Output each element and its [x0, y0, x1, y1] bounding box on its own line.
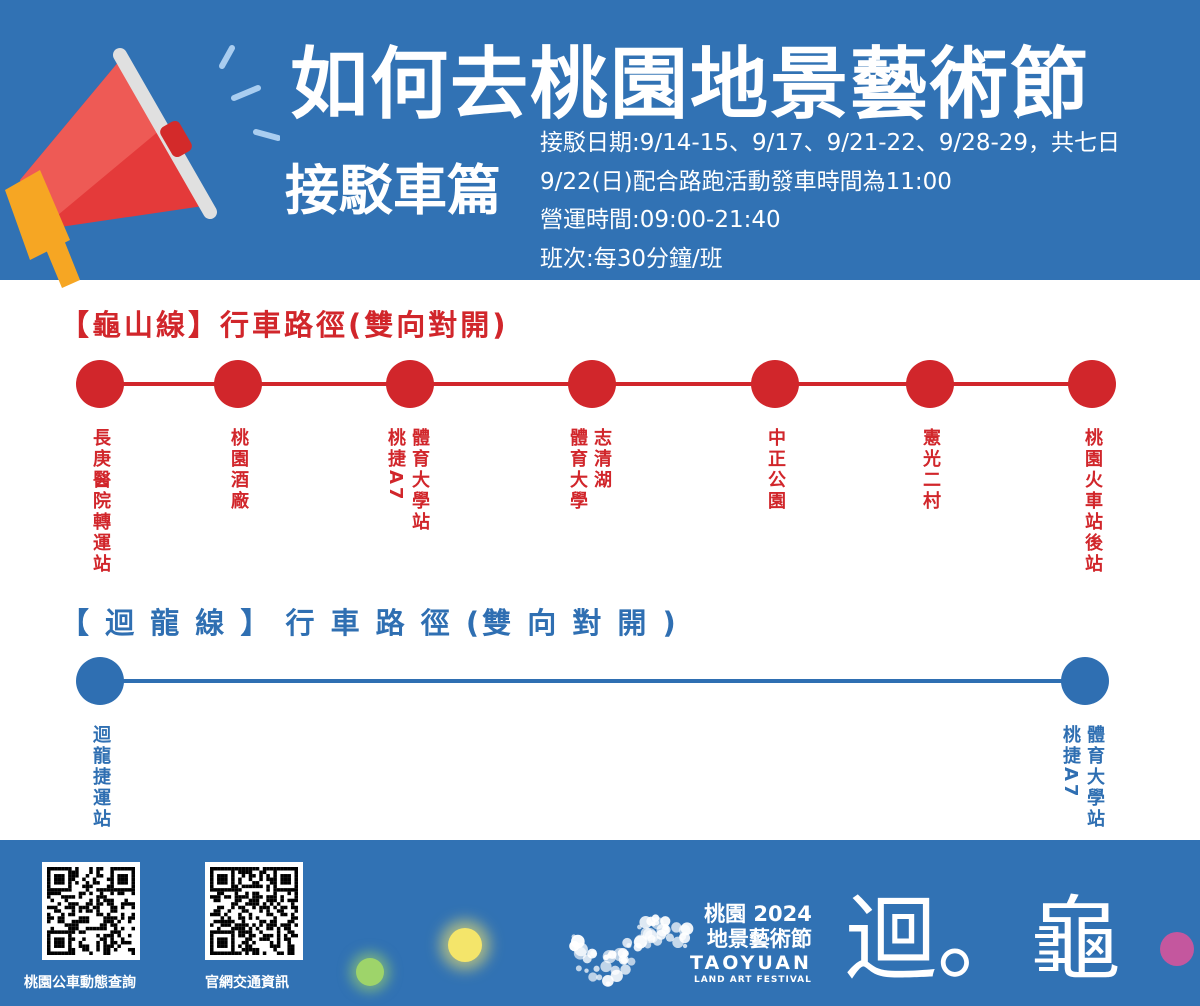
logo-line4: LAND ART FESTIVAL	[693, 975, 812, 985]
info-frequency: 班次:每30分鐘/班	[540, 245, 723, 272]
huilong-route-title: 【 迴 龍 線 】 行 車 路 徑 (雙 向 對 開 )	[60, 606, 679, 640]
decorative-dot	[1160, 932, 1194, 966]
station-label: 迴龍捷運站	[90, 725, 111, 830]
decorative-glow	[356, 958, 384, 986]
station-marker	[1068, 360, 1116, 408]
station-label: 體育大學站 桃捷A7	[385, 428, 430, 533]
festival-logo-dots	[569, 914, 694, 987]
station-label: 中正公園	[765, 428, 786, 512]
bus-info-qr-label: 桃園公車動態查詢	[24, 975, 136, 991]
info-hours: 營運時間:09:00-21:40	[540, 207, 781, 233]
traffic-info-qr-code[interactable]	[205, 862, 303, 960]
station-label: 桃園酒廠	[228, 428, 249, 512]
page-title: 如何去桃園地景藝術節	[290, 40, 1091, 130]
station-label: 桃園火車站後站	[1082, 428, 1103, 575]
logo-line2: 地景藝術節	[706, 927, 812, 951]
festival-logo-text: 桃園 2024 地景藝術節 TAOYUAN LAND ART FESTIVAL	[690, 902, 812, 986]
guishan-route-title: 【龜山線】行車路徑(雙向對開)	[60, 308, 509, 342]
station-label: 長庚醫院轉運站	[90, 428, 111, 575]
station-label: 體育大學站 桃捷A7	[1060, 725, 1105, 830]
station-marker	[751, 360, 799, 408]
info-special: 9/22(日)配合路跑活動發車時間為11:00	[540, 168, 952, 195]
megaphone-icon	[5, 45, 280, 288]
decorative-glow	[448, 928, 482, 962]
info-dates: 接駁日期:9/14-15、9/17、9/21-22、9/28-29，共七日	[540, 130, 1121, 156]
logo-line3: TAOYUAN	[690, 952, 812, 974]
station-marker	[76, 657, 124, 705]
logo-line1: 桃園 2024	[704, 902, 812, 926]
station-marker	[906, 360, 954, 408]
station-marker	[386, 360, 434, 408]
station-marker	[1061, 657, 1109, 705]
traffic-info-qr-label: 官網交通資訊	[205, 975, 289, 991]
huilong-route-line	[100, 679, 1085, 683]
page-subtitle: 接駁車篇	[285, 159, 501, 222]
station-marker	[214, 360, 262, 408]
station-label: 憲光二村	[920, 428, 941, 512]
station-label: 志清湖 體育大學	[567, 428, 612, 512]
bus-info-qr-code[interactable]	[42, 862, 140, 960]
footer-banner: 桃園公車動態查詢 官網交通資訊 桃園 2024 地景藝術節 TAOYUAN LA…	[0, 840, 1200, 1006]
station-marker	[76, 360, 124, 408]
brand-logo: 迴。龜	[845, 886, 1122, 993]
station-marker	[568, 360, 616, 408]
header-banner: 如何去桃園地景藝術節 接駁車篇 接駁日期:9/14-15、9/17、9/21-2…	[0, 0, 1200, 288]
shuttle-info: 接駁日期:9/14-15、9/17、9/21-22、9/28-29，共七日 9/…	[540, 124, 1120, 278]
